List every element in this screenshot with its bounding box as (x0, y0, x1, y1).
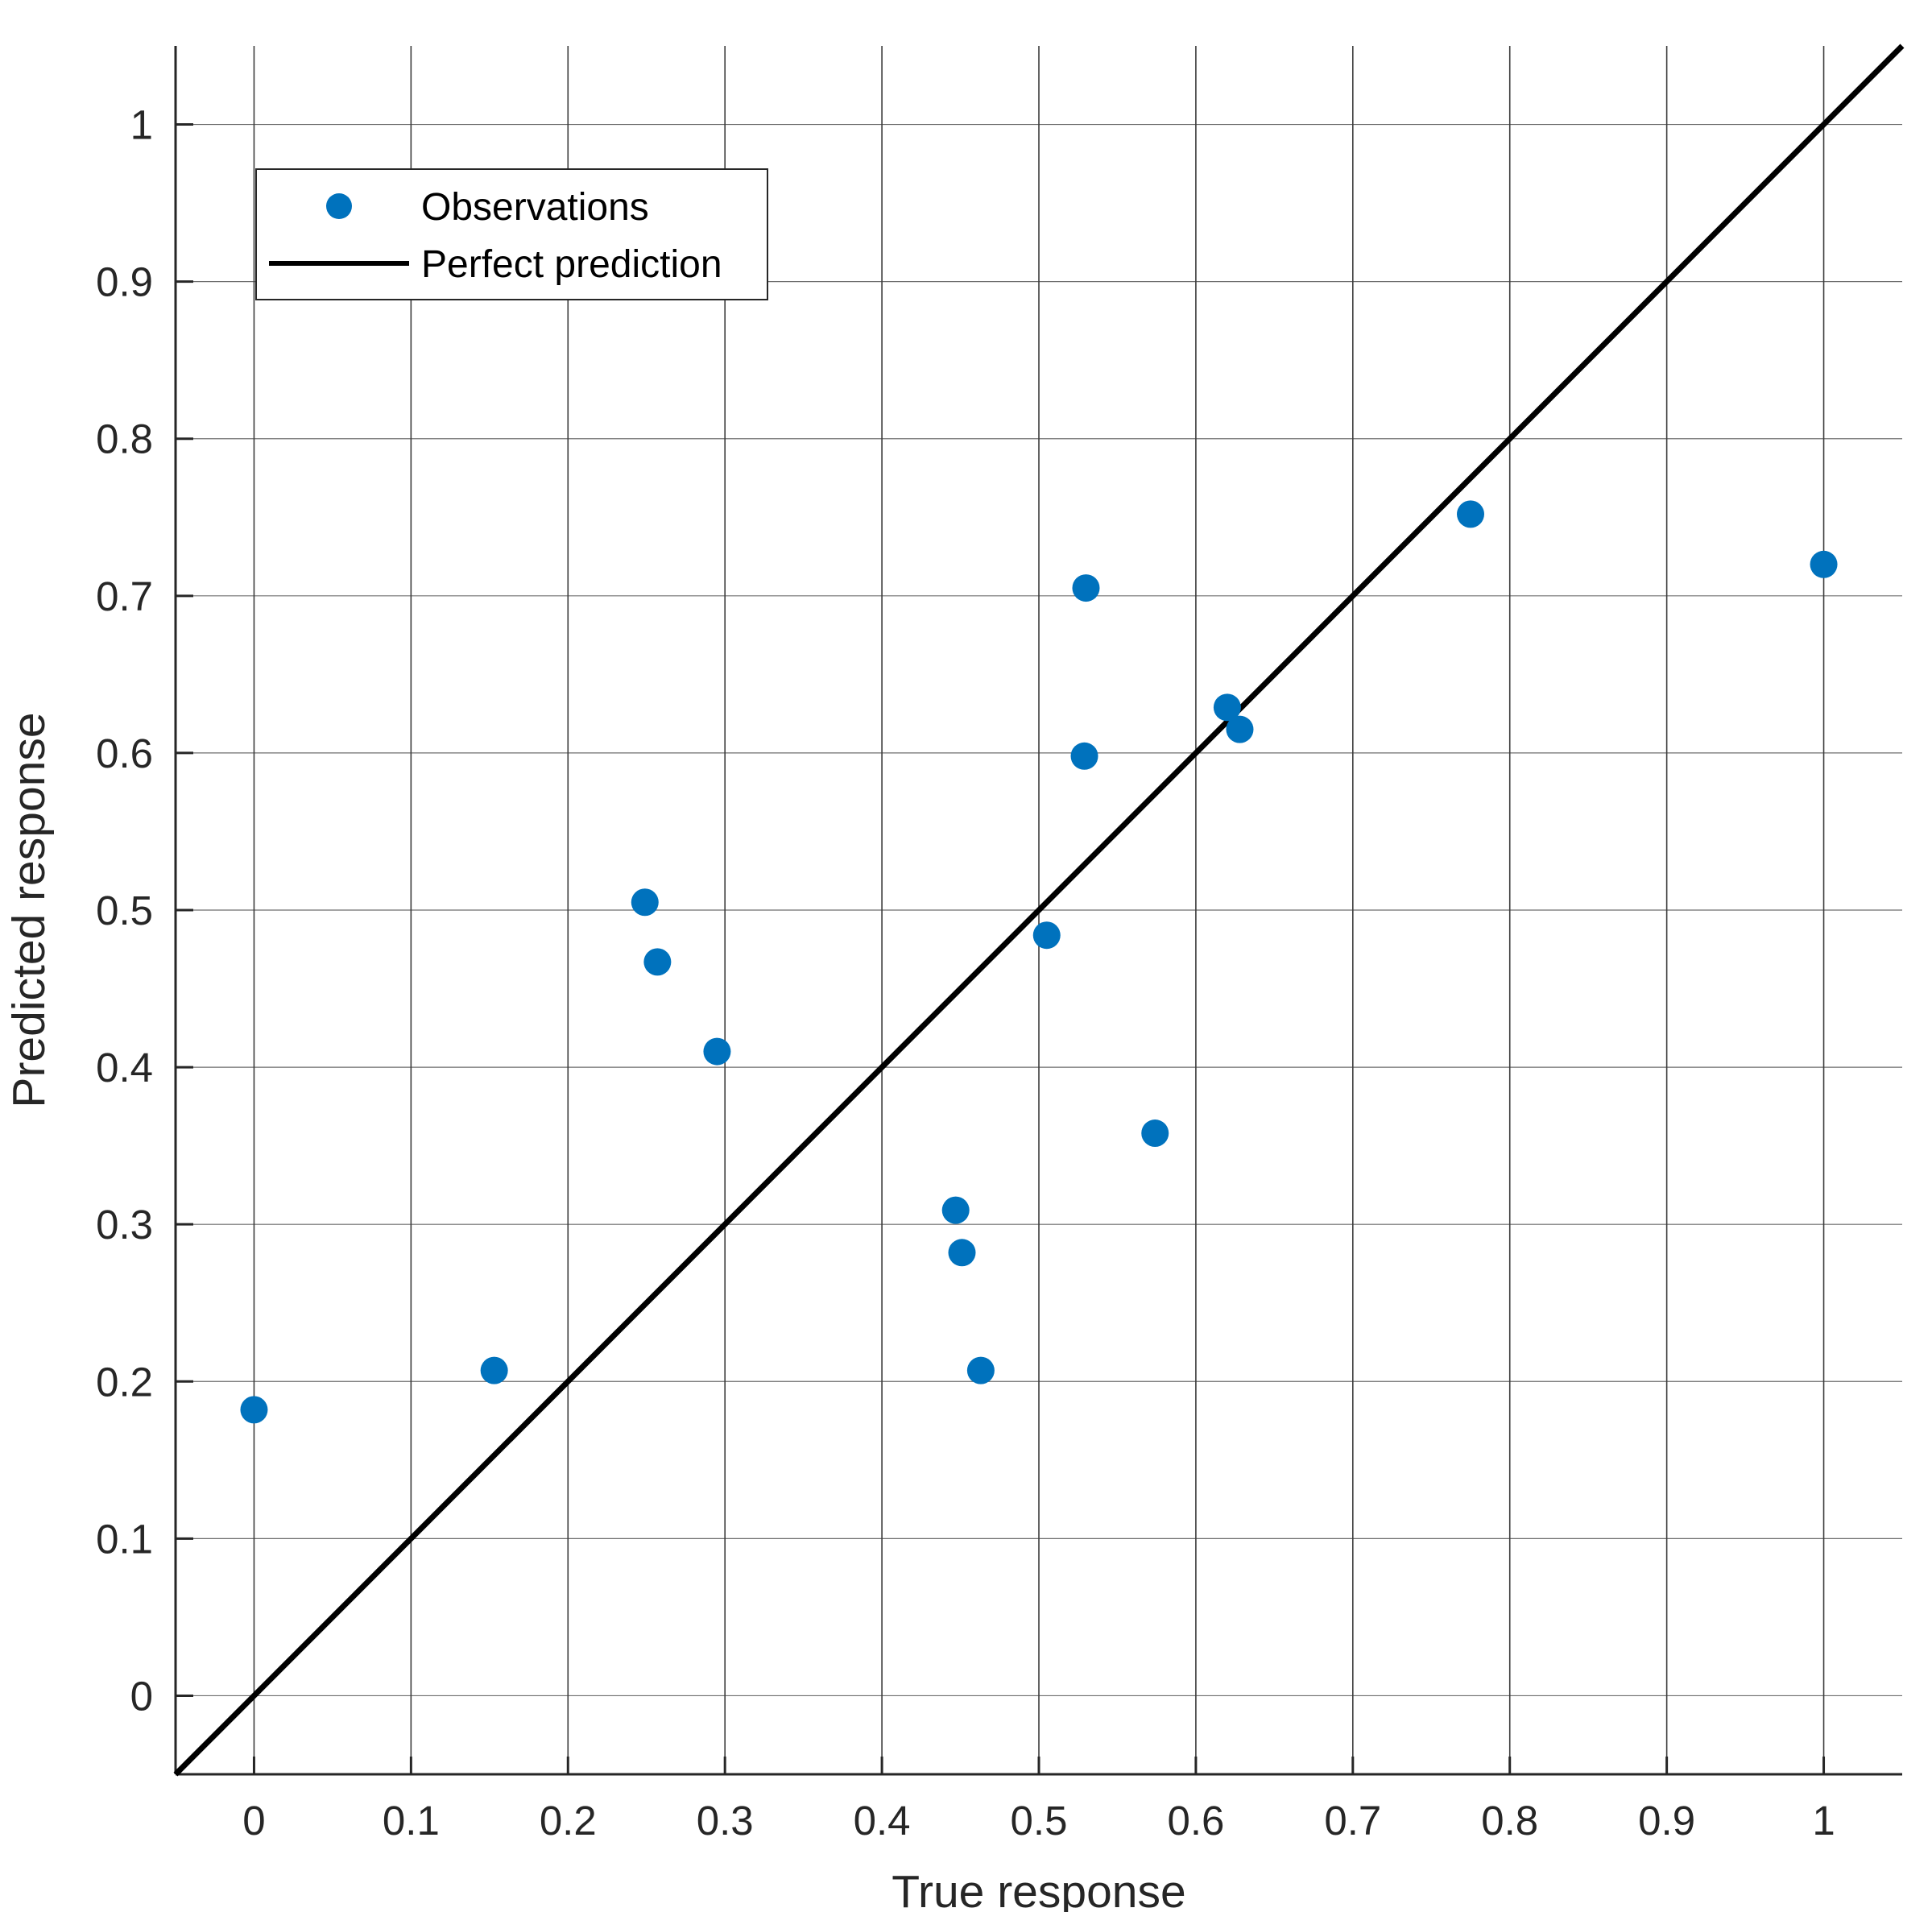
legend-box (255, 168, 768, 300)
x-tick-label: 0.6 (1167, 1798, 1224, 1844)
observation-point (240, 1396, 268, 1424)
x-tick-label: 0.1 (383, 1798, 440, 1844)
y-tick-label: 0.1 (96, 1516, 153, 1562)
y-tick-label: 0 (130, 1673, 153, 1719)
y-tick-label: 0.2 (96, 1359, 153, 1405)
y-tick-label: 0.5 (96, 888, 153, 933)
x-tick-label: 0.3 (697, 1798, 754, 1844)
legend-label-perfect-prediction: Perfect prediction (421, 243, 722, 286)
y-tick-label: 0.9 (96, 259, 153, 305)
axes (174, 46, 1902, 1776)
observation-point (1213, 693, 1241, 722)
legend-observations-marker (326, 193, 352, 219)
x-tick-label: 0.5 (1011, 1798, 1068, 1844)
observation-point (631, 888, 659, 917)
observation-point (1070, 742, 1098, 770)
x-tick-label: 1 (1812, 1798, 1835, 1844)
x-tick-label: 0.8 (1481, 1798, 1538, 1844)
x-tick-label: 0 (242, 1798, 265, 1844)
y-axis-title: Predicted response (3, 712, 55, 1107)
observation-point (703, 1037, 731, 1066)
tick-labels: 0 0.1 0.2 0.3 0.4 0.5 0.6 0.7 0.8 0.9 1 0 0.1 0.2 0.3 0… (96, 102, 1835, 1844)
observation-point (1457, 500, 1484, 528)
x-tick-label: 0.9 (1638, 1798, 1695, 1844)
y-tick-label: 0.7 (96, 573, 153, 619)
observation-point (1141, 1119, 1169, 1148)
y-tick-label: 0.3 (96, 1202, 153, 1248)
x-tick-label: 0.2 (540, 1798, 597, 1844)
x-tick-label: 0.4 (854, 1798, 911, 1844)
x-tick-label: 0.7 (1324, 1798, 1381, 1844)
y-tick-label: 0.8 (96, 416, 153, 462)
observation-point (480, 1356, 508, 1384)
observation-point (1072, 574, 1100, 602)
observation-point (643, 948, 672, 976)
observation-point (1226, 715, 1254, 743)
y-tick-label: 0.6 (96, 730, 153, 776)
legend: Observations Perfect prediction (255, 168, 768, 300)
perfect-prediction-line (173, 43, 1905, 1777)
observation-point (941, 1196, 970, 1224)
x-axis-title: True response (892, 1866, 1185, 1912)
observation-point (1810, 550, 1838, 578)
y-tick-label: 1 (130, 102, 153, 148)
observation-point (948, 1239, 976, 1267)
y-tick-label: 0.4 (96, 1045, 153, 1091)
observation-point (1032, 921, 1061, 950)
legend-label-observations: Observations (421, 186, 649, 229)
observation-point (966, 1356, 995, 1384)
plot-area (173, 43, 1905, 1777)
